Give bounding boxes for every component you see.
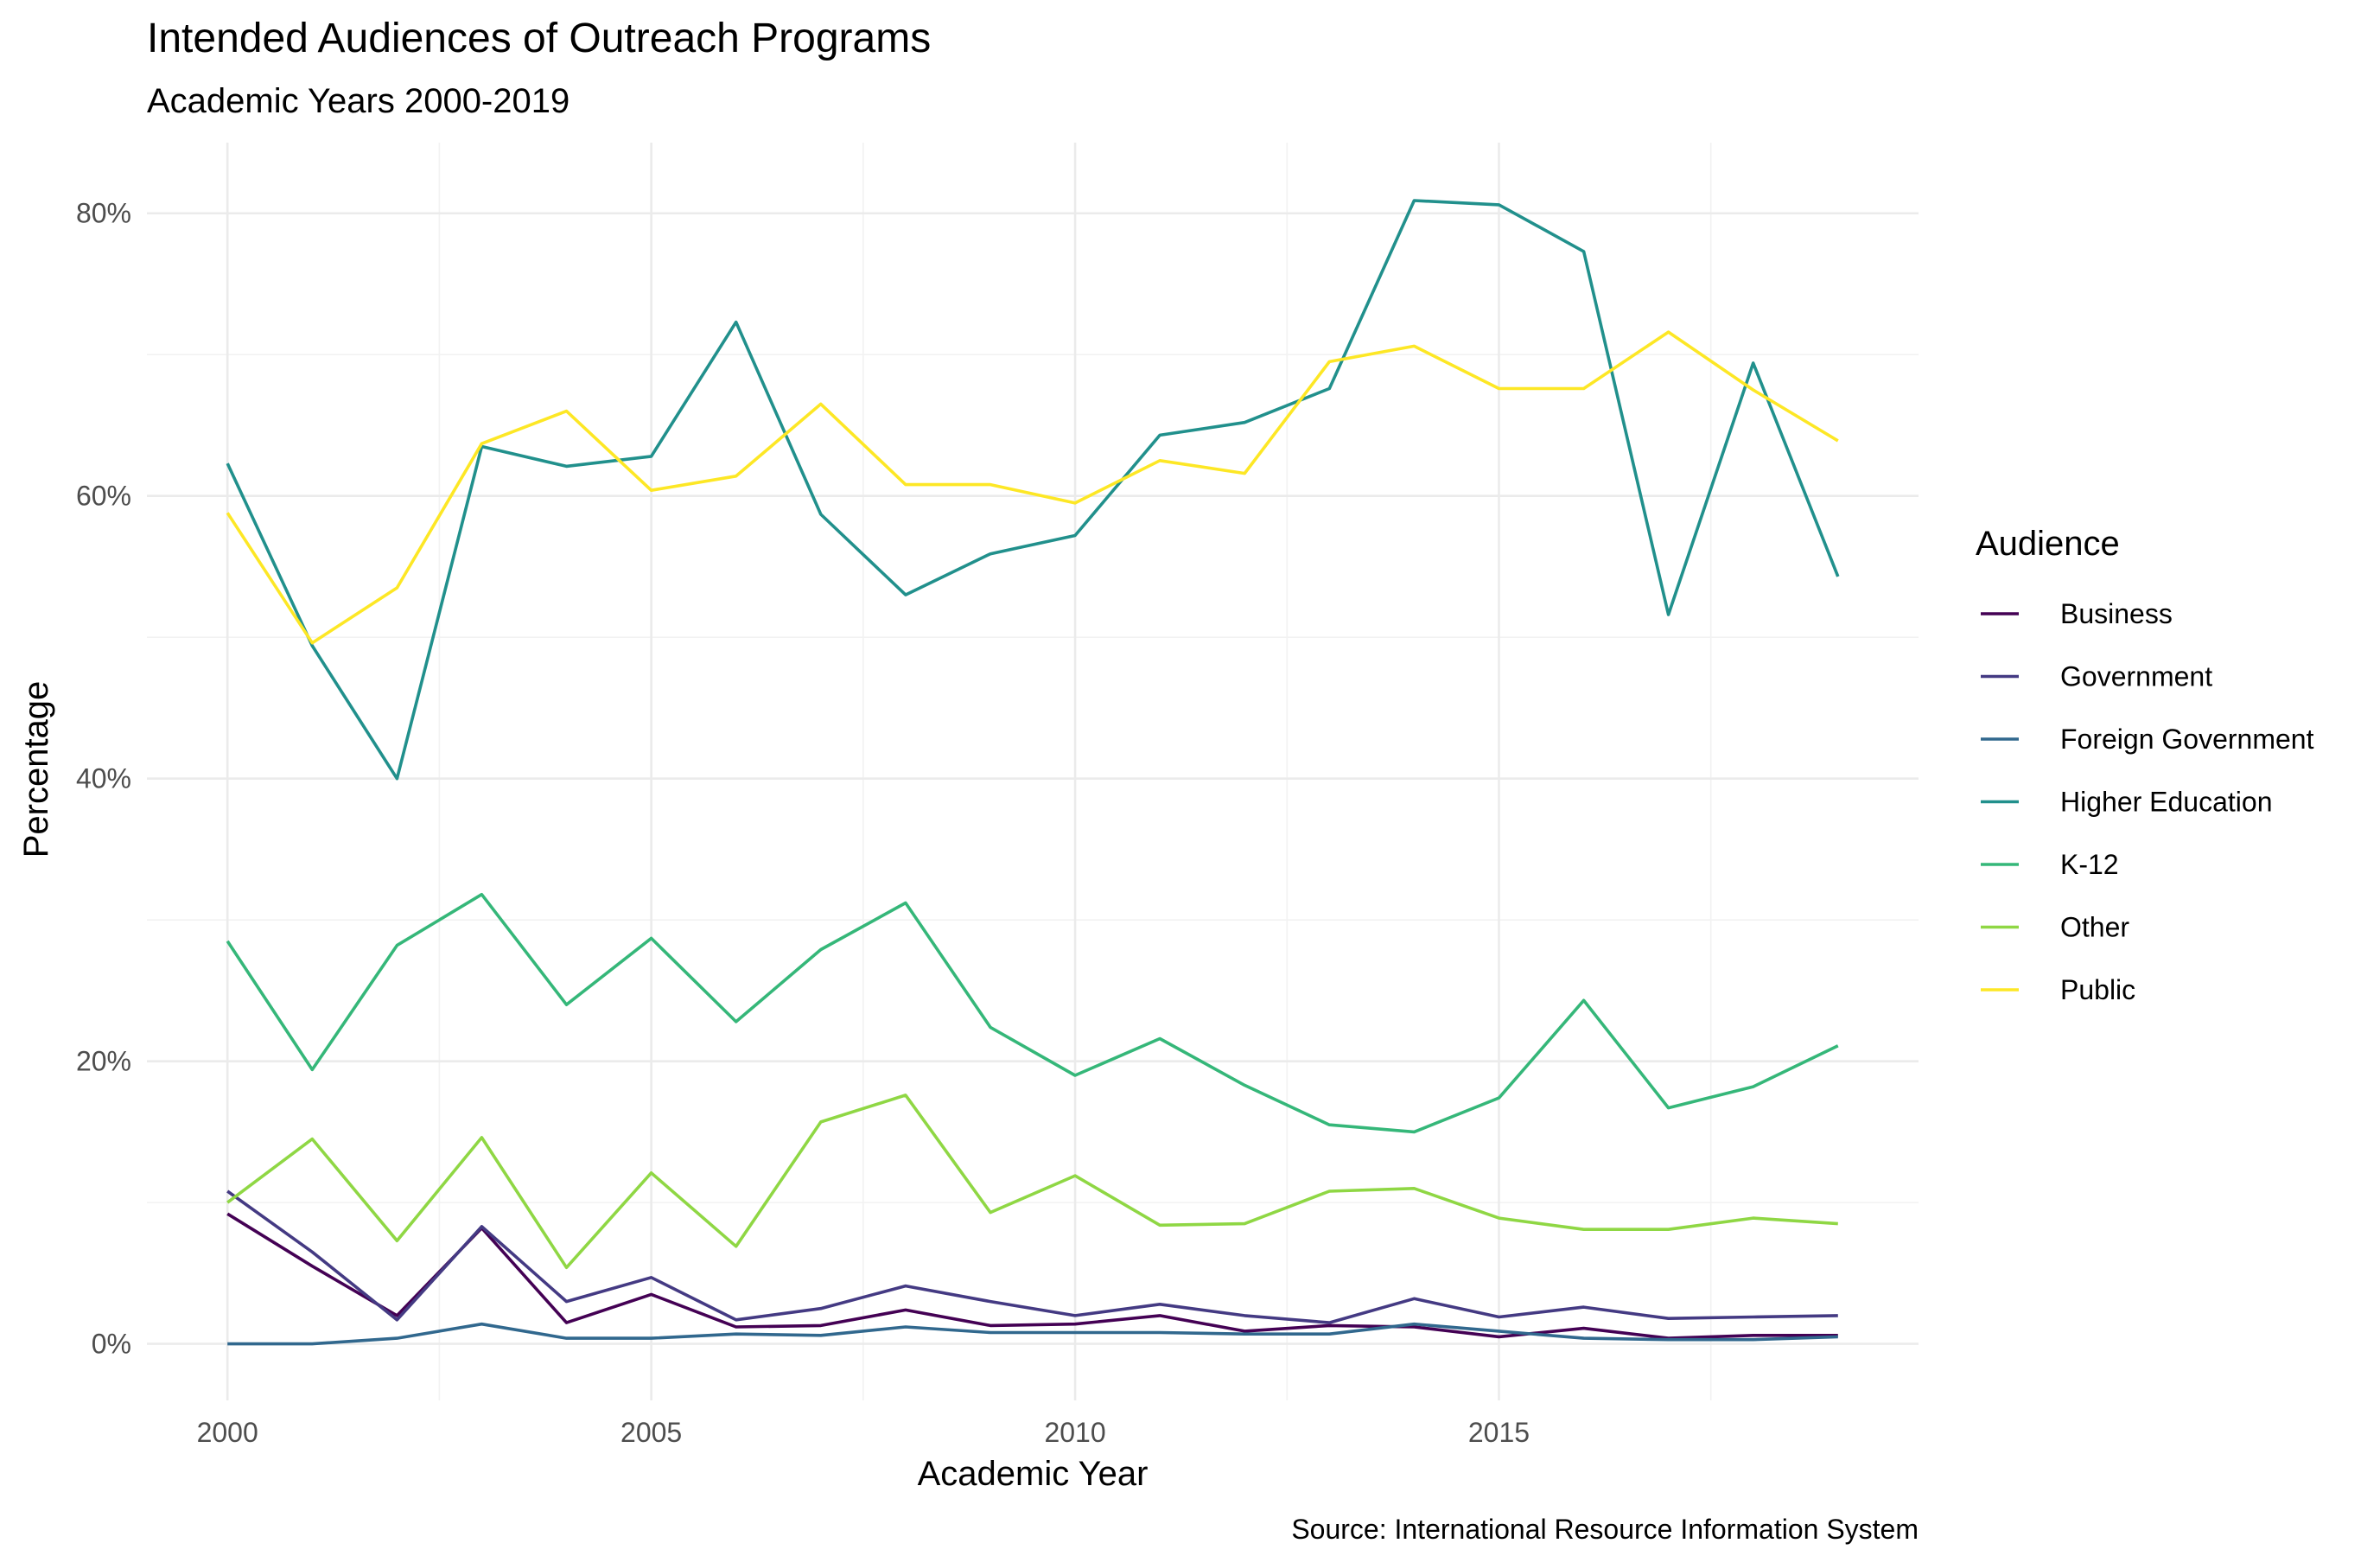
legend-title: Audience — [1976, 525, 2120, 563]
y-tick-label: 20% — [76, 1046, 131, 1077]
chart-caption: Source: International Resource Informati… — [1291, 1514, 1919, 1545]
legend: Audience Business Government Foreign Gover… — [1976, 525, 2314, 1005]
y-tick-label: 0% — [92, 1329, 131, 1360]
series-line-government — [226, 1189, 1838, 1324]
y-tick-label: 80% — [76, 198, 131, 229]
y-tick-label: 60% — [76, 481, 131, 512]
y-axis-ticks: 0% 20% 40% 60% 80% — [76, 198, 131, 1360]
x-tick-label: 2000 — [197, 1417, 258, 1448]
series-line-public — [226, 330, 1839, 645]
series-line-higher-education — [226, 199, 1840, 781]
legend-label-other: Other — [2060, 912, 2129, 943]
gridlines — [147, 143, 1919, 1400]
x-axis-title: Academic Year — [918, 1455, 1149, 1493]
chart-title: Intended Audiences of Outreach Programs — [147, 16, 931, 61]
y-axis-title: Percentage — [17, 681, 55, 858]
series-line-other — [226, 1094, 1838, 1270]
series-line-foreign-government — [227, 1322, 1838, 1346]
legend-label-business: Business — [2060, 598, 2173, 629]
series-line-k-12 — [226, 892, 1839, 1134]
series-lines — [226, 199, 1840, 1346]
legend-label-higher-education: Higher Education — [2060, 787, 2272, 818]
x-tick-label: 2005 — [620, 1417, 682, 1448]
x-axis-ticks: 2000 2005 2010 2015 — [197, 1417, 1530, 1448]
legend-label-public: Public — [2060, 974, 2135, 1005]
legend-label-foreign-government: Foreign Government — [2060, 724, 2314, 755]
x-tick-label: 2010 — [1044, 1417, 1105, 1448]
series-line-business — [226, 1212, 1838, 1340]
y-tick-label: 40% — [76, 763, 131, 794]
x-tick-label: 2015 — [1468, 1417, 1530, 1448]
legend-label-government: Government — [2060, 661, 2212, 692]
chart-subtitle: Academic Years 2000-2019 — [147, 82, 570, 120]
legend-label-k-12: K-12 — [2060, 849, 2119, 880]
